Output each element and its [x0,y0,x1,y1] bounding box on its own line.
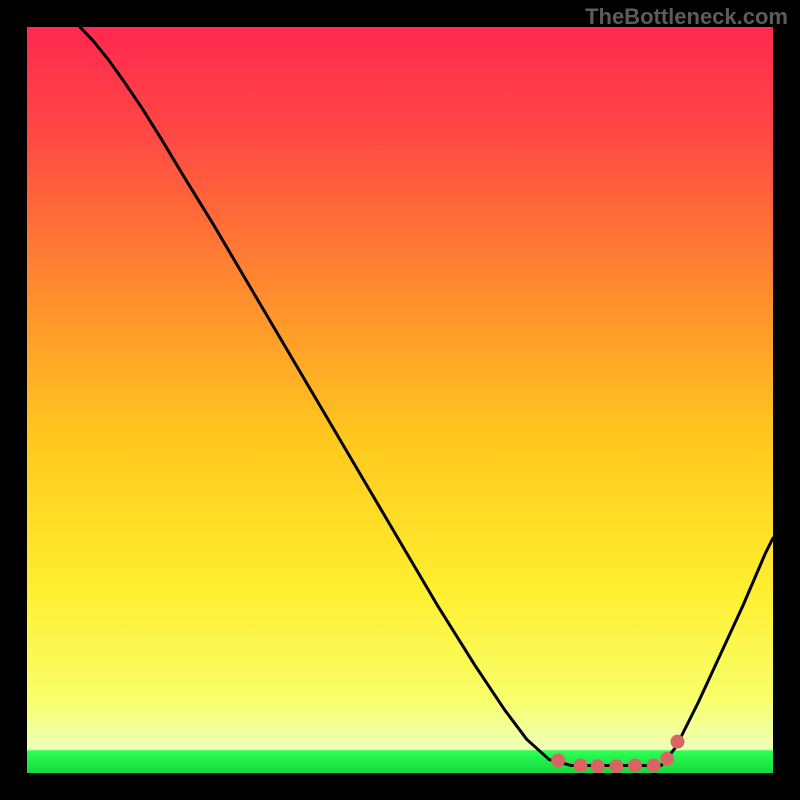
marker-dot [647,759,661,773]
marker-dot [574,759,588,773]
watermark-text: TheBottleneck.com [585,4,788,30]
marker-dot [660,752,674,766]
marker-dot [671,735,685,749]
marker-dot [551,753,565,767]
plot-area [27,27,773,773]
marker-dot [609,759,623,773]
marker-dot [628,759,642,773]
chart-container: TheBottleneck.com [0,0,800,800]
marker-dot [591,759,605,773]
curve-markers [27,27,773,773]
